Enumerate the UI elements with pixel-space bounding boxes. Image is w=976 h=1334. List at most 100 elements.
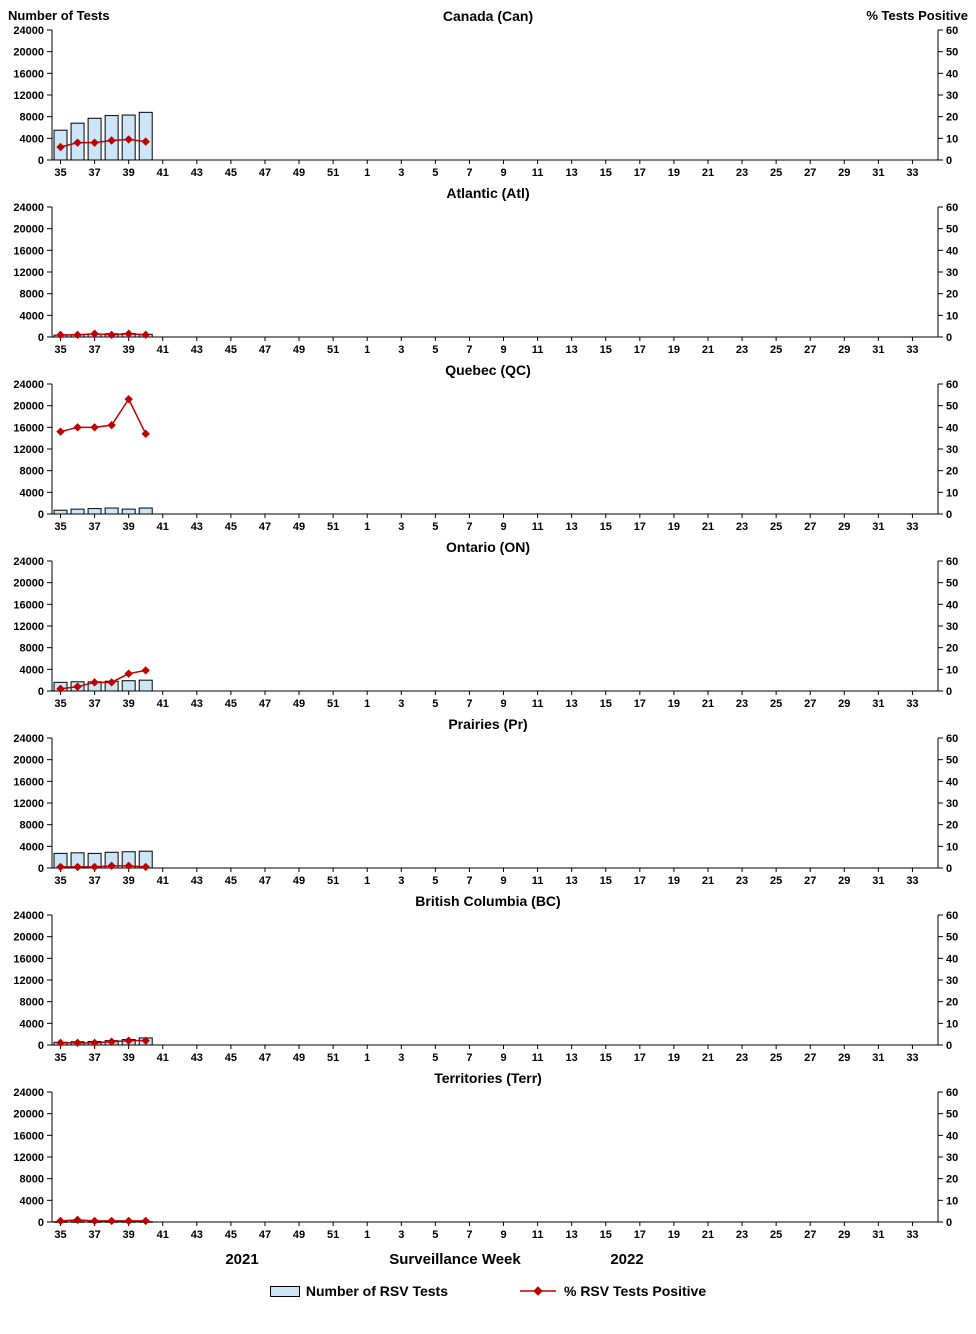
svg-text:33: 33 — [906, 1229, 918, 1241]
svg-text:31: 31 — [872, 698, 884, 710]
svg-text:47: 47 — [259, 521, 271, 533]
svg-text:41: 41 — [157, 875, 169, 887]
chart-panel: Prairies (Pr) 0 4000 8000 12000 16000 20000 24… — [0, 712, 976, 889]
svg-text:13: 13 — [566, 1052, 578, 1064]
svg-text:24000: 24000 — [13, 557, 44, 568]
svg-text:17: 17 — [634, 1052, 646, 1064]
svg-text:60: 60 — [946, 203, 958, 214]
svg-text:30: 30 — [946, 798, 958, 810]
svg-text:13: 13 — [566, 875, 578, 887]
svg-text:9: 9 — [500, 344, 506, 356]
legend-item-positive: % RSV Tests Positive — [518, 1283, 706, 1299]
svg-text:39: 39 — [123, 344, 135, 356]
svg-text:15: 15 — [600, 1052, 612, 1064]
svg-text:11: 11 — [532, 344, 544, 356]
svg-text:43: 43 — [191, 1229, 203, 1241]
svg-text:15: 15 — [600, 167, 612, 179]
chart-panel: Quebec (QC) 0 4000 8000 12000 16000 20000 2400… — [0, 358, 976, 535]
svg-text:39: 39 — [123, 167, 135, 179]
svg-text:60: 60 — [946, 1088, 958, 1099]
year-label-2021: 2021 — [225, 1251, 259, 1268]
axes: 0 4000 8000 12000 16000 20000 24000 0 10 20 30 40 50… — [13, 1088, 958, 1241]
svg-text:1: 1 — [364, 1229, 370, 1241]
pct-positive-line — [56, 1036, 150, 1048]
svg-text:3: 3 — [398, 1052, 404, 1064]
svg-text:3: 3 — [398, 521, 404, 533]
svg-text:10: 10 — [946, 133, 958, 145]
axes: 0 4000 8000 12000 16000 20000 24000 0 10 20 30 40 50… — [13, 203, 958, 356]
svg-text:9: 9 — [500, 875, 506, 887]
svg-text:40: 40 — [946, 599, 958, 611]
pct-positive-line — [56, 666, 150, 694]
axes: 0 4000 8000 12000 16000 20000 24000 0 10 20 30 40 50… — [13, 26, 958, 179]
svg-text:20: 20 — [946, 643, 958, 655]
svg-text:33: 33 — [906, 875, 918, 887]
svg-text:8000: 8000 — [20, 466, 44, 478]
svg-text:16000: 16000 — [13, 776, 44, 788]
svg-text:16000: 16000 — [13, 1130, 44, 1142]
panel-title: Territories (Terr) — [434, 1070, 542, 1086]
svg-text:23: 23 — [736, 521, 748, 533]
svg-text:4000: 4000 — [20, 664, 44, 676]
svg-text:8000: 8000 — [20, 112, 44, 124]
svg-text:51: 51 — [327, 875, 339, 887]
axes: 0 4000 8000 12000 16000 20000 24000 0 10 20 30 40 50… — [13, 734, 958, 887]
svg-text:45: 45 — [225, 344, 237, 356]
svg-text:49: 49 — [293, 1229, 305, 1241]
svg-text:25: 25 — [770, 1229, 782, 1241]
svg-text:60: 60 — [946, 911, 958, 922]
svg-text:10: 10 — [946, 1195, 958, 1207]
svg-text:3: 3 — [398, 698, 404, 710]
svg-text:40: 40 — [946, 68, 958, 80]
plot-area: 0 4000 8000 12000 16000 20000 24000 0 10 20 30 40 50… — [13, 734, 958, 887]
svg-text:40: 40 — [946, 422, 958, 434]
svg-text:23: 23 — [736, 875, 748, 887]
svg-text:35: 35 — [54, 344, 66, 356]
plot-area: 0 4000 8000 12000 16000 20000 24000 0 10 20 30 40 50… — [13, 380, 958, 533]
svg-text:11: 11 — [532, 521, 544, 533]
svg-text:30: 30 — [946, 267, 958, 279]
svg-text:16000: 16000 — [13, 68, 44, 80]
svg-text:0: 0 — [38, 1040, 44, 1052]
svg-text:41: 41 — [157, 1052, 169, 1064]
panel-header: Ontario (ON) — [0, 535, 976, 557]
svg-text:4000: 4000 — [20, 1018, 44, 1030]
svg-text:30: 30 — [946, 975, 958, 987]
line-swatch-icon — [519, 1286, 556, 1296]
svg-text:23: 23 — [736, 1052, 748, 1064]
svg-text:0: 0 — [946, 1217, 952, 1229]
svg-text:47: 47 — [259, 167, 271, 179]
svg-text:4000: 4000 — [20, 1195, 44, 1207]
svg-text:35: 35 — [54, 875, 66, 887]
svg-text:45: 45 — [225, 875, 237, 887]
panel-title: British Columbia (BC) — [415, 893, 561, 909]
svg-text:25: 25 — [770, 167, 782, 179]
svg-text:13: 13 — [566, 1229, 578, 1241]
svg-text:19: 19 — [668, 1052, 680, 1064]
svg-text:43: 43 — [191, 875, 203, 887]
svg-text:1: 1 — [364, 875, 370, 887]
svg-text:3: 3 — [398, 1229, 404, 1241]
panel-header: Number of Tests Canada (Can) % Tests Pos… — [0, 4, 976, 26]
svg-text:27: 27 — [804, 344, 816, 356]
svg-text:51: 51 — [327, 167, 339, 179]
svg-text:35: 35 — [54, 1229, 66, 1241]
svg-text:15: 15 — [600, 521, 612, 533]
svg-text:12000: 12000 — [13, 621, 44, 633]
svg-text:41: 41 — [157, 521, 169, 533]
plot-area: 0 4000 8000 12000 16000 20000 24000 0 10 20 30 40 50… — [13, 26, 958, 179]
svg-text:47: 47 — [259, 698, 271, 710]
svg-text:19: 19 — [668, 875, 680, 887]
svg-text:5: 5 — [432, 1229, 438, 1241]
plot-area: 0 4000 8000 12000 16000 20000 24000 0 10 20 30 40 50… — [13, 911, 958, 1064]
svg-text:20000: 20000 — [13, 578, 44, 590]
panel-header: Prairies (Pr) — [0, 712, 976, 734]
svg-text:13: 13 — [566, 698, 578, 710]
svg-text:12000: 12000 — [13, 798, 44, 810]
legend-label-tests: Number of RSV Tests — [305, 1283, 448, 1299]
svg-text:45: 45 — [225, 521, 237, 533]
plot-area: 0 4000 8000 12000 16000 20000 24000 0 10 20 30 40 50… — [13, 1088, 958, 1241]
svg-text:25: 25 — [770, 875, 782, 887]
svg-text:23: 23 — [736, 1229, 748, 1241]
left-axis-title: Number of Tests — [8, 8, 110, 23]
